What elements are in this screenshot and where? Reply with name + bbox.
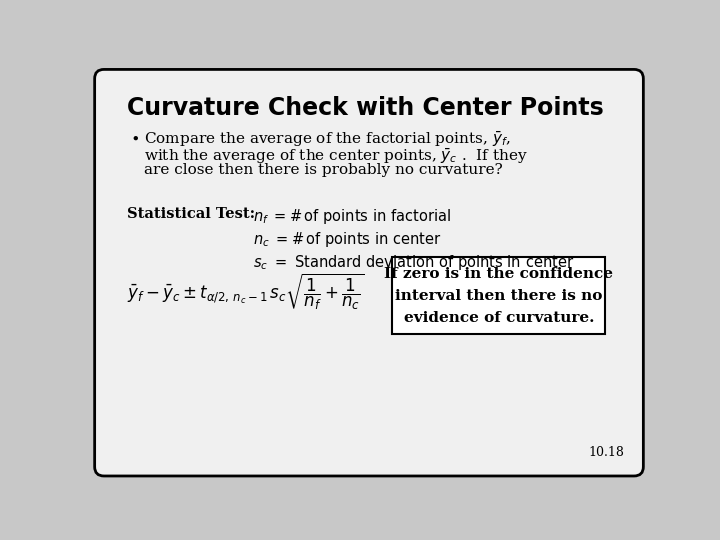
Text: $s_c\ =\ \mathrm{Standard\ deviation\ of\ points\ in\ center}$: $s_c\ =\ \mathrm{Standard\ deviation\ of… [253, 253, 574, 273]
Text: If zero is in the confidence: If zero is in the confidence [384, 267, 613, 281]
Text: $n_c\ =\#\,\mathrm{of\ points\ in\ center}$: $n_c\ =\#\,\mathrm{of\ points\ in\ cente… [253, 231, 441, 249]
Text: are close then there is probably no curvature?: are close then there is probably no curv… [144, 163, 503, 177]
Text: $n_f\ =\#\,\mathrm{of\ points\ in\ factorial}$: $n_f\ =\#\,\mathrm{of\ points\ in\ facto… [253, 207, 451, 226]
Text: Curvature Check with Center Points: Curvature Check with Center Points [127, 96, 604, 119]
FancyBboxPatch shape [94, 70, 644, 476]
Text: with the average of the center points, $\bar{y}_c$ .  If they: with the average of the center points, $… [144, 146, 528, 166]
Bar [392, 257, 606, 334]
Text: Statistical Test:: Statistical Test: [127, 207, 256, 221]
Text: evidence of curvature.: evidence of curvature. [404, 310, 594, 325]
Text: interval then there is no: interval then there is no [395, 288, 603, 302]
Text: $\bar{y}_f - \bar{y}_c \pm t_{\alpha/2,\, n_c-1}\, s_c \sqrt{\dfrac{1}{n_f} + \d: $\bar{y}_f - \bar{y}_c \pm t_{\alpha/2,\… [127, 272, 365, 312]
Text: $\bullet$: $\bullet$ [130, 130, 139, 144]
Text: Compare the average of the factorial points, $\bar{y}_f$,: Compare the average of the factorial poi… [144, 130, 511, 150]
Text: 10.18: 10.18 [589, 446, 625, 459]
